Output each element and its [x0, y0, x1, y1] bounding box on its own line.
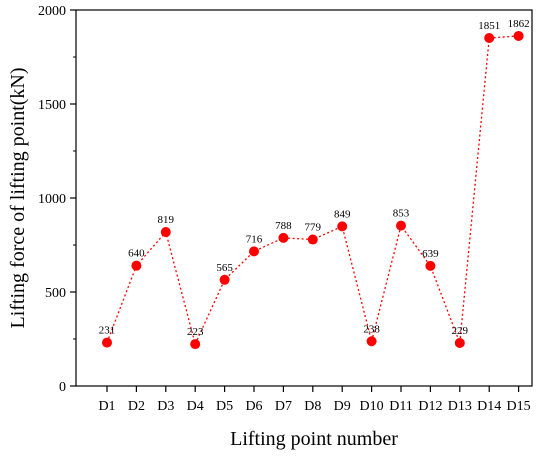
data-label: 853: [393, 208, 410, 220]
data-point: [190, 339, 201, 350]
data-point: [513, 30, 524, 41]
data-point: [278, 232, 289, 243]
markers-group: [102, 30, 524, 350]
y-tick-label: 1000: [38, 192, 66, 207]
data-label: 779: [305, 222, 322, 234]
data-label: 229: [452, 325, 469, 337]
data-label: 223: [187, 326, 204, 338]
x-tick-label: D12: [418, 399, 442, 414]
data-label: 640: [128, 248, 145, 260]
x-tick-label: D11: [389, 399, 413, 414]
x-tick-label: D5: [216, 399, 233, 414]
data-point: [484, 33, 495, 44]
data-label: 849: [334, 208, 351, 220]
data-point: [102, 337, 112, 348]
y-axis-title: Lifting force of lifting point(kN): [7, 67, 29, 328]
series-line: [106, 35, 519, 347]
x-tick-label: D1: [98, 399, 115, 414]
x-tick-label: D15: [507, 399, 531, 414]
data-label: 1862: [508, 18, 530, 30]
x-tick-label: D6: [245, 399, 262, 414]
data-label: 231: [99, 325, 116, 337]
data-point: [307, 234, 318, 245]
data-point: [337, 221, 348, 232]
data-point: [219, 274, 230, 285]
data-label: 788: [275, 220, 292, 232]
data-point: [160, 227, 171, 238]
x-tick-label: D10: [360, 399, 384, 414]
ticks: 0 500 1000 1500 2000 D1 D2 D3 D4 D5 D6 D7 D8 D9 D10 D11…: [38, 4, 531, 414]
x-tick-label: D7: [275, 399, 292, 414]
x-axis-title: Lifting point number: [230, 428, 398, 450]
data-point: [131, 260, 142, 271]
x-tick-label: D8: [304, 399, 321, 414]
data-labels-group: 231 640 819 223 565 716 788 779 849 238 853 639 229 1…: [99, 18, 530, 338]
data-point: [366, 336, 377, 347]
x-tick-label: D3: [157, 399, 174, 414]
x-tick-label: D2: [128, 399, 145, 414]
data-label: 819: [158, 214, 175, 226]
y-tick-label: 0: [59, 380, 66, 395]
data-label: 639: [422, 248, 439, 260]
x-tick-label: D13: [448, 399, 472, 414]
data-label: 1851: [478, 20, 500, 32]
x-tick-label: D14: [477, 399, 501, 414]
y-tick-label: 1500: [38, 98, 66, 113]
y-tick-label: 2000: [38, 4, 66, 19]
series-line-group: [106, 35, 519, 347]
data-point: [454, 337, 465, 348]
y-tick-label: 500: [45, 286, 66, 301]
data-label: 565: [216, 262, 233, 274]
data-point: [425, 260, 436, 271]
x-tick-label: D4: [187, 399, 204, 414]
data-label: 238: [363, 323, 380, 335]
data-point: [396, 220, 406, 231]
x-tick-label: D9: [334, 399, 351, 414]
data-point: [249, 246, 259, 257]
data-label: 716: [246, 233, 263, 245]
